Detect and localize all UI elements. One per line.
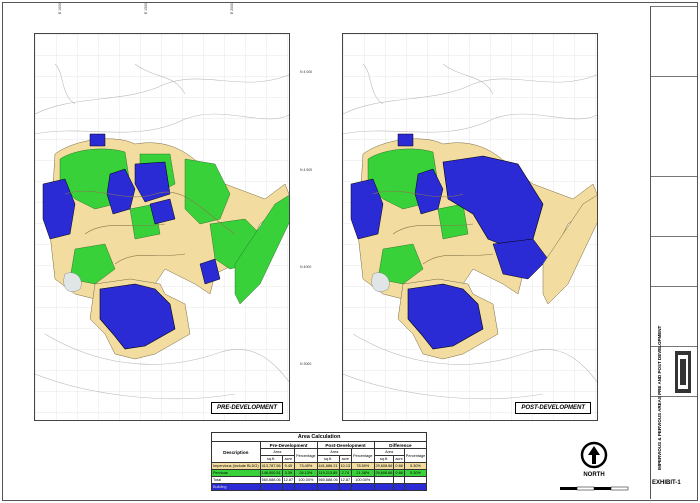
row-desc: Pervious <box>211 469 261 477</box>
post-development-label: POST-DEVELOPMENT <box>515 402 591 414</box>
cell: 73.49% <box>294 462 318 470</box>
cell: 78.59% <box>351 462 375 470</box>
header-area: Area <box>373 448 405 456</box>
grid-label-n3: N 4000 <box>300 265 312 269</box>
cell <box>281 483 296 491</box>
title-block-cell <box>651 176 697 236</box>
cell: 12.87 <box>281 476 296 484</box>
title-block-cell <box>651 236 697 286</box>
post-development-panel: POST-DEVELOPMENT <box>342 33 598 421</box>
north-arrow-icon: NORTH <box>580 441 608 478</box>
cell <box>403 483 428 491</box>
cell <box>316 483 340 491</box>
cell: 21.38% <box>351 469 375 477</box>
company-logo-icon <box>675 351 691 393</box>
header-percentage: Percentage <box>294 448 318 463</box>
cell <box>294 483 318 491</box>
title-block-cell <box>651 286 697 346</box>
north-label: NORTH <box>583 472 604 478</box>
header-description: Description <box>211 441 261 463</box>
pre-development-site-plan <box>35 34 289 420</box>
cell: 29,608.66 <box>373 462 395 470</box>
cell <box>373 476 395 484</box>
table-row-total: Total 560,688.06 12.87 100.00% 560,688.0… <box>211 476 428 484</box>
header-percentage: Percentage <box>403 448 428 463</box>
title-block <box>650 6 697 499</box>
cell: 441,686.21 <box>316 462 340 470</box>
cell: 100.00% <box>351 476 375 484</box>
cell: 5.30% <box>403 462 428 470</box>
cell: 0.68 <box>393 469 405 477</box>
cell: 119,213.85 <box>316 469 340 477</box>
cell: 100.00% <box>294 476 318 484</box>
cell: 29,608.66 <box>373 469 395 477</box>
cell: 10.13 <box>338 462 353 470</box>
header-acre: acre <box>281 455 296 463</box>
header-acre: acre <box>338 455 353 463</box>
cell: 3.39 <box>281 469 296 477</box>
grid-label-e2000: E 2000 <box>230 2 234 14</box>
cell <box>373 483 395 491</box>
title-block-cell <box>651 346 697 396</box>
title-block-cell <box>651 6 697 76</box>
cell: 146,900.51 <box>259 469 283 477</box>
grid-label-n4: N 3000 <box>300 362 312 366</box>
header-percentage: Percentage <box>351 448 375 463</box>
header-area: Area <box>259 448 296 456</box>
grid-label-n1: N 4 000 <box>300 70 313 74</box>
header-pre: Pre-Development <box>259 441 318 449</box>
cell: 0.68 <box>393 462 405 470</box>
row-desc: Impervious (include BLDG) <box>211 462 261 470</box>
row-desc: Building <box>211 483 261 491</box>
drawing-title: IMPERVIOUS & PERVIOUS AREAS PRE AND POST… <box>657 325 662 470</box>
cell: 2.74 <box>338 469 353 477</box>
cell: 12.87 <box>338 476 353 484</box>
table-row-impervious: Impervious (include BLDG) 413,787.56 9.4… <box>211 462 428 470</box>
title-block-cell <box>651 396 697 499</box>
exhibit-label: EXHIBIT-1 <box>652 480 681 486</box>
row-desc: Total <box>211 476 261 484</box>
cell: 5.30% <box>403 469 428 477</box>
cell <box>259 483 283 491</box>
title-block-cell <box>651 76 697 176</box>
cell <box>351 483 375 491</box>
grid-label-n2: N 4 500 <box>300 168 313 172</box>
cell: 9.45 <box>281 462 296 470</box>
cell: 560,688.06 <box>316 476 340 484</box>
pre-development-panel: PRE-DEVELOPMENT <box>34 33 290 421</box>
header-sqft: sq.ft. <box>316 455 340 463</box>
post-development-site-plan <box>343 34 597 420</box>
scale-bar <box>560 486 629 491</box>
pre-development-label: PRE-DEVELOPMENT <box>210 402 283 414</box>
cell <box>393 476 405 484</box>
grid-label-e1000: E 1000 <box>58 2 62 14</box>
header-sqft: sq.ft. <box>259 455 283 463</box>
table-row-pervious: Pervious 146,900.51 3.39 26.13% 119,213.… <box>211 469 428 477</box>
area-calculation-table: Area Calculation Description Pre-Develop… <box>210 432 428 491</box>
grid-label-e1500: E 1500 <box>144 2 148 14</box>
cell <box>393 483 405 491</box>
header-area: Area <box>316 448 353 456</box>
table-row-building: Building <box>211 483 428 491</box>
cell: 560,688.06 <box>259 476 283 484</box>
header-sqft: sq.ft. <box>373 455 395 463</box>
header-difference: Difference <box>373 441 428 449</box>
cell: 26.13% <box>294 469 318 477</box>
cell: 413,787.56 <box>259 462 283 470</box>
cell <box>403 476 428 484</box>
table-title: Area Calculation <box>210 432 428 442</box>
header-acre: acre <box>393 455 405 463</box>
cell <box>338 483 353 491</box>
header-post: Post-Development <box>316 441 375 449</box>
